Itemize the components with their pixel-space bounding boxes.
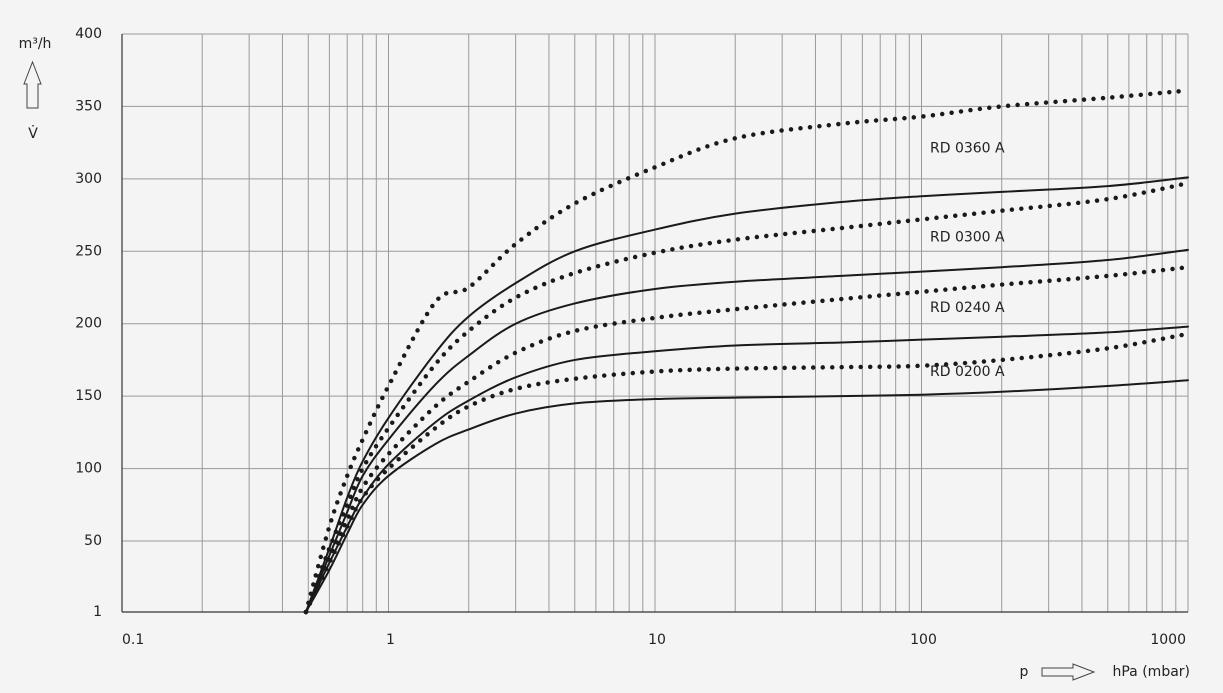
x-axis-label: hPa (mbar) (1113, 664, 1191, 680)
y-tick-label: 1 (93, 604, 102, 620)
curve-label: RD 0360 A (930, 140, 1005, 156)
y-tick-label: 150 (75, 388, 102, 404)
dotted-curve (303, 264, 1191, 615)
x-tick-label: 1 (386, 632, 395, 648)
y-tick-label: 400 (75, 26, 102, 42)
x-tick-label: 0.1 (122, 632, 144, 648)
curve-label: RD 0300 A (930, 229, 1005, 245)
dotted-curve (303, 180, 1191, 615)
dotted-curve (303, 88, 1191, 615)
y-tick-label: 100 (75, 461, 102, 477)
y-tick-label: 350 (75, 98, 102, 114)
solid-curve (304, 379, 1189, 613)
x-tick-label: 100 (910, 632, 937, 648)
y-arrow (23, 60, 42, 109)
y-axis-symbol: V̇ (28, 125, 38, 142)
x-tick-label: 10 (648, 632, 666, 648)
curve-label: RD 0240 A (930, 300, 1005, 316)
y-tick-label: 200 (75, 316, 102, 332)
y-tick-label: 50 (84, 533, 102, 549)
solid-curve (304, 176, 1189, 613)
curve-label: RD 0200 A (930, 364, 1005, 380)
solid-curve (304, 248, 1189, 613)
y-tick-label: 300 (75, 171, 102, 187)
y-tick-label: 250 (75, 243, 102, 259)
x-axis-symbol: p (1020, 664, 1029, 680)
dotted-curve (303, 331, 1191, 615)
solid-curve (304, 325, 1189, 613)
y-axis-unit: m³/h (19, 36, 52, 52)
x-tick-label: 1000 (1150, 632, 1186, 648)
x-arrow (1041, 663, 1096, 681)
